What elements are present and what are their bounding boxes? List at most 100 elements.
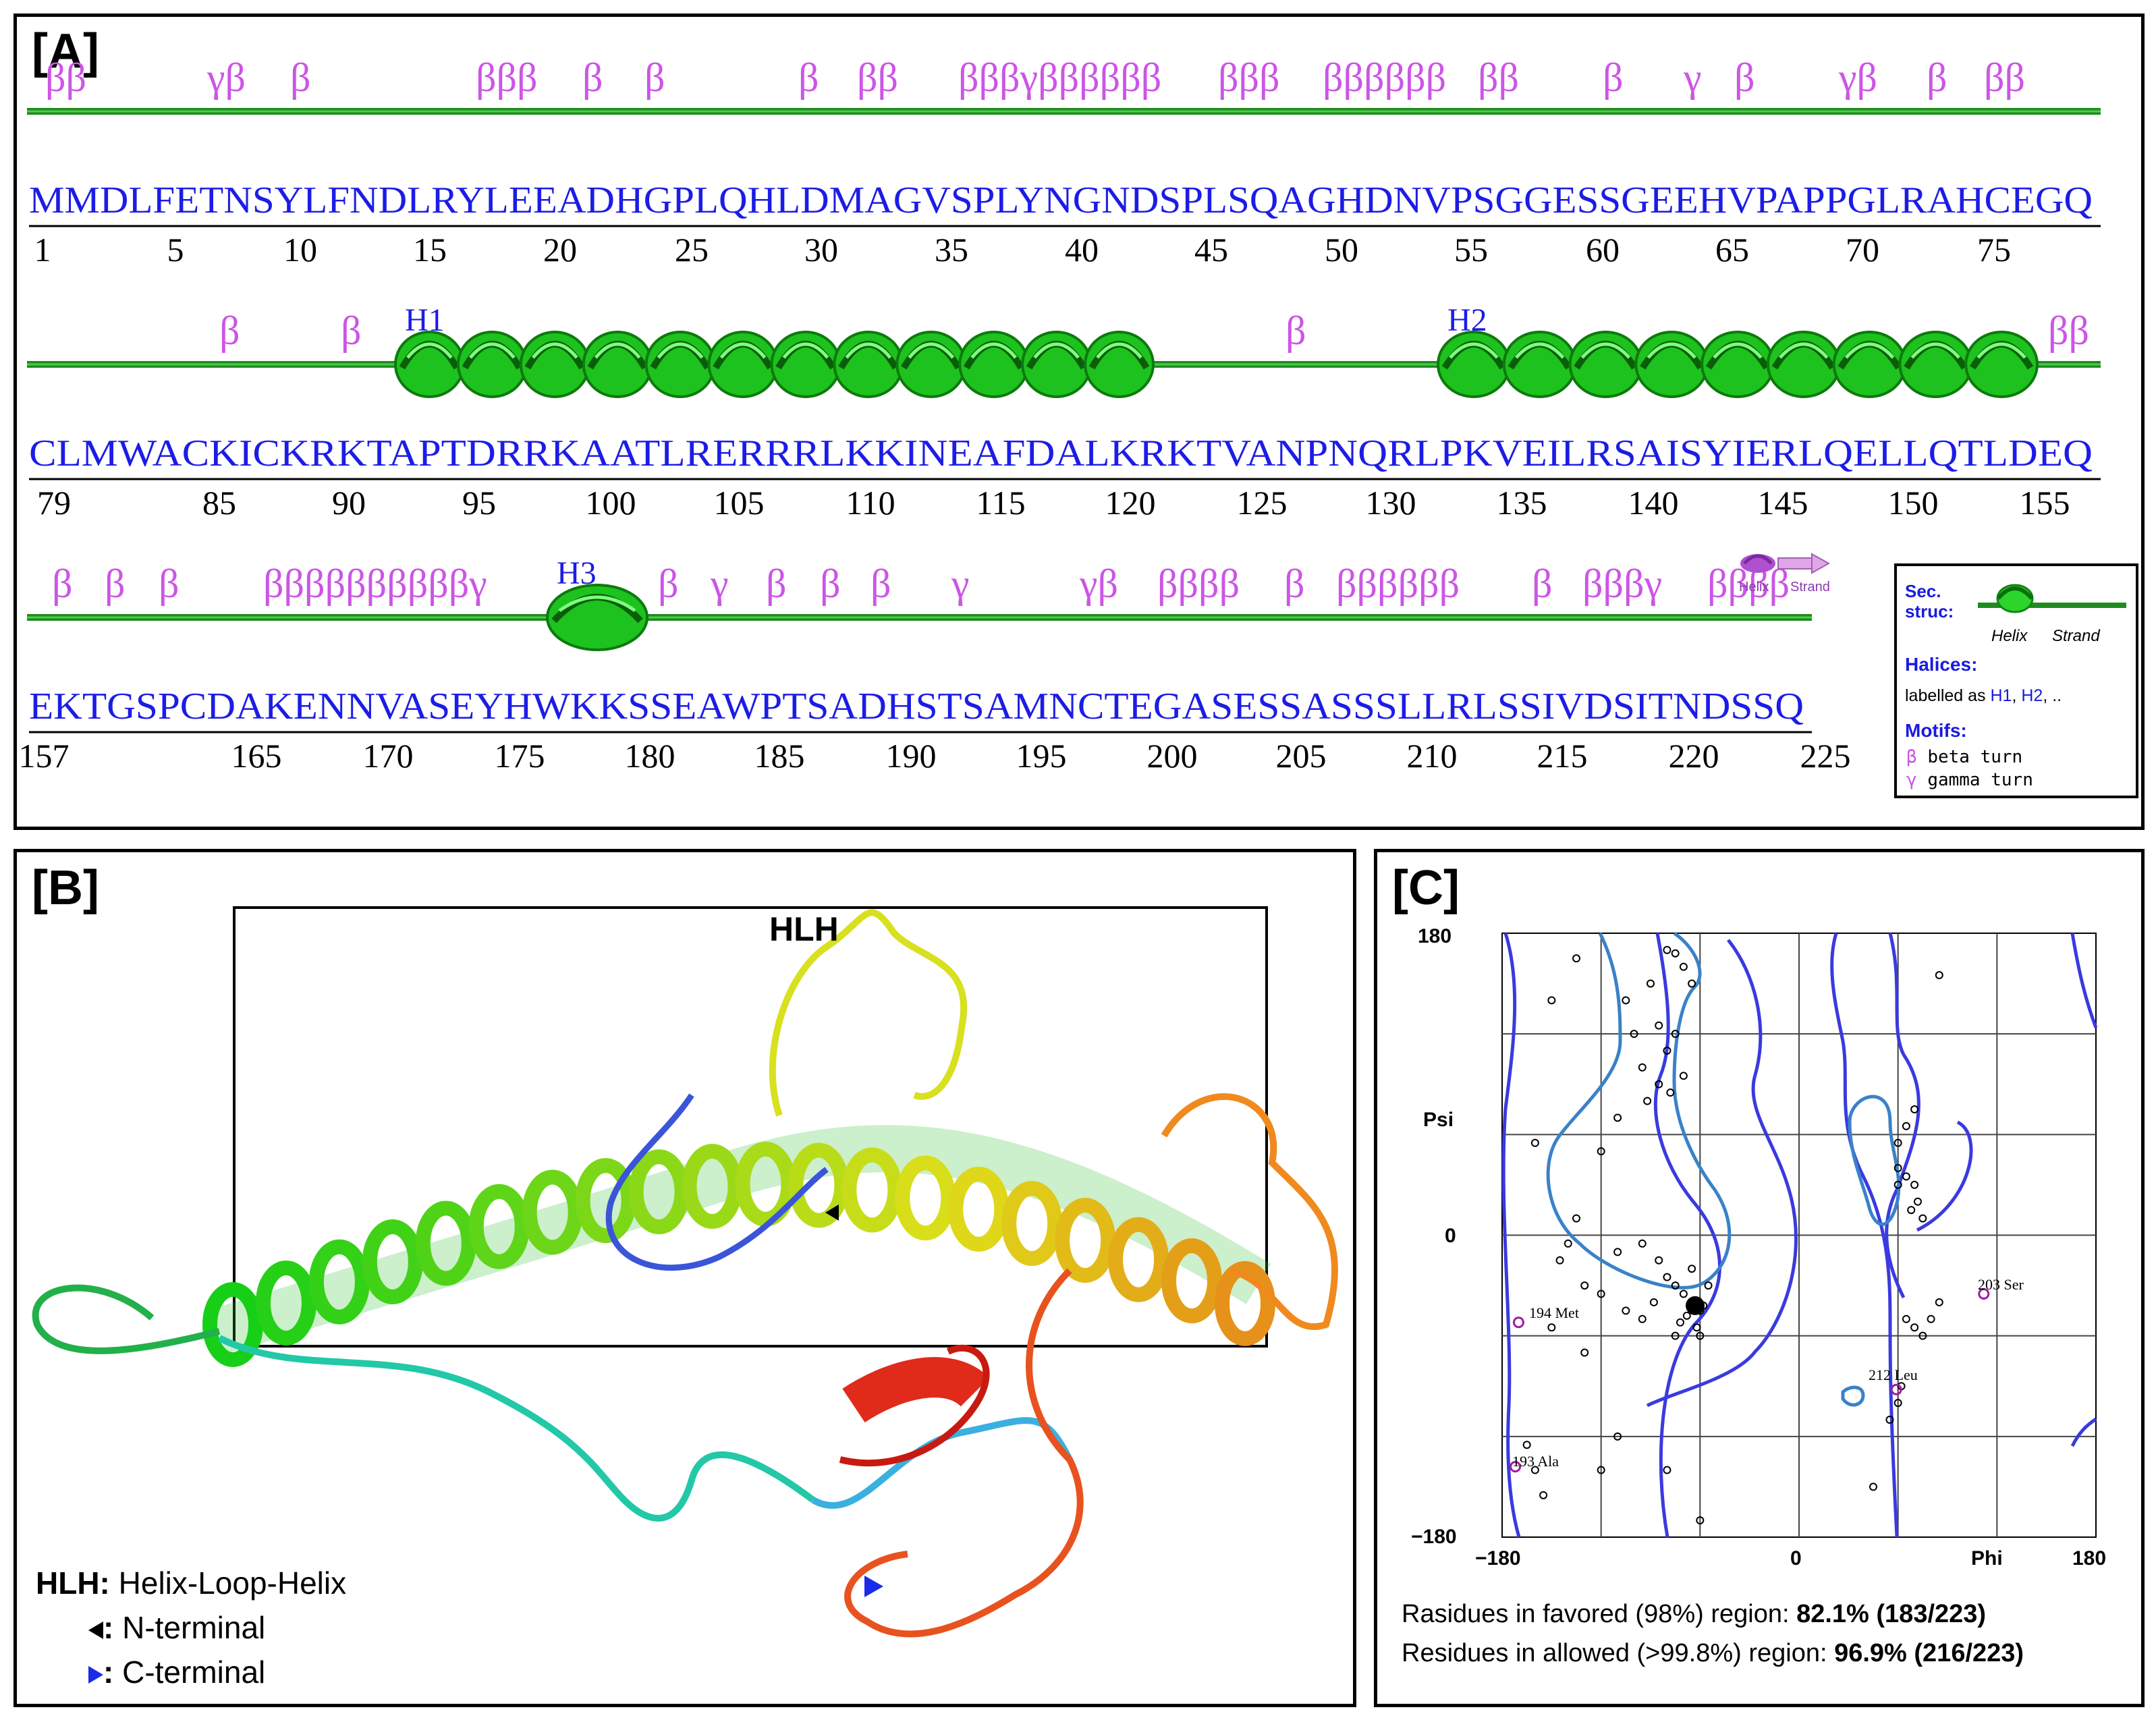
helix-turn — [895, 1155, 956, 1241]
position-tick: 185 — [754, 737, 805, 775]
residue-point — [1649, 1298, 1658, 1306]
motif-label: β — [52, 561, 73, 606]
motif-label: ββ — [1478, 55, 1519, 100]
residue-point — [1564, 1239, 1572, 1248]
position-tick: 20 — [543, 231, 577, 269]
motif-label: βββ — [476, 55, 538, 100]
position-tick: 40 — [1065, 231, 1099, 269]
residue-point — [1638, 1063, 1647, 1072]
residue-point — [1671, 949, 1680, 958]
legend-gamma-text: gamma turn — [1927, 770, 2033, 790]
panel-b-label: [B] — [32, 861, 99, 915]
position-tick: 100 — [586, 484, 636, 522]
motif-label: ββββββ — [1323, 55, 1446, 100]
x-tick-180: 180 — [2072, 1547, 2107, 1570]
residue-point — [1688, 979, 1696, 988]
legend-n-key: : — [103, 1610, 114, 1645]
residue-point — [1622, 996, 1630, 1005]
y-axis-title: Psi — [1423, 1109, 1454, 1131]
outlier-point — [1510, 1461, 1522, 1473]
helix-turn — [1161, 1238, 1223, 1324]
stat-allowed-value: 96.9% (216/223) — [1834, 1639, 2024, 1667]
residue-point — [1630, 1030, 1638, 1038]
motif-label: ββ — [857, 55, 898, 100]
residue-point — [1682, 1311, 1691, 1320]
residue-point — [1907, 1206, 1916, 1215]
stat-allowed-label: Residues in allowed (>99.8%) region: — [1402, 1639, 1835, 1667]
outlier-label-212: 212 Leu — [1869, 1366, 1918, 1383]
panel-c: [C] 180 0 −180 Psi −180 0 180 Phi 194 Me… — [1374, 849, 2145, 1707]
residue-point — [1696, 1516, 1705, 1525]
residue-point — [1580, 1348, 1589, 1357]
c-terminal-marker — [864, 1576, 883, 1597]
motif-label: β — [870, 561, 891, 606]
residue-point — [1622, 1306, 1630, 1315]
position-tick: 75 — [1977, 231, 2011, 269]
position-tick: 195 — [1016, 737, 1067, 775]
sequence-text: MMDLFETNSYLFNDLRYLEEADHGPLQHLDMAGVSPLYNG… — [29, 179, 2093, 221]
position-tick: 110 — [846, 484, 895, 522]
position-tick: 215 — [1537, 737, 1588, 775]
protein-structure-render — [32, 906, 1338, 1638]
residue-point — [1539, 1491, 1548, 1499]
c-terminal-icon — [88, 1665, 103, 1684]
legend-helix-label: Helix — [1991, 627, 2028, 645]
residue-point — [1597, 1466, 1605, 1474]
helix-turn — [202, 1282, 263, 1367]
motif-label: ββ — [2048, 308, 2089, 353]
outlier-label-193: 193 Ala — [1512, 1453, 1559, 1470]
loop-red — [839, 1344, 990, 1467]
residue-point — [1663, 945, 1671, 954]
helix-turn — [1108, 1217, 1169, 1302]
residue-point — [1597, 1289, 1605, 1298]
residue-point — [1613, 1113, 1622, 1122]
residue-point — [1679, 1072, 1688, 1080]
position-tick: 205 — [1276, 737, 1327, 775]
residue-point — [1910, 1180, 1919, 1189]
residue-point — [1918, 1214, 1927, 1223]
motif-label: β — [219, 308, 240, 353]
contour-inner — [1546, 931, 1901, 1407]
legend-halices-heading: Halices: — [1905, 654, 1978, 675]
outlier-point — [1978, 1288, 1990, 1300]
residue-point — [1902, 1172, 1910, 1181]
helix-turn — [255, 1260, 316, 1346]
y-tick-neg180: −180 — [1411, 1526, 1457, 1548]
motif-label: β — [820, 561, 841, 606]
motif-label: ββββ — [1157, 561, 1240, 606]
legend-h1: H1 — [1990, 686, 2012, 705]
legend-n-row: : N-terminal — [36, 1605, 346, 1650]
motif-label: γ — [1683, 55, 1702, 100]
outlier-point — [1890, 1383, 1902, 1395]
legend-helix-strand-icon — [1978, 584, 2126, 613]
position-tick: 79 — [37, 484, 71, 522]
position-tick: 125 — [1237, 484, 1288, 522]
motif-label: β — [1927, 55, 1947, 100]
position-tick: 200 — [1147, 737, 1198, 775]
position-tick: 105 — [714, 484, 765, 522]
helix-turn — [628, 1149, 690, 1235]
position-tick: 115 — [976, 484, 1025, 522]
motif-label: β — [644, 55, 665, 100]
outlier-label-194: 194 Met — [1529, 1304, 1579, 1321]
residue-point — [1894, 1138, 1902, 1147]
legend-box: Sec. struc: Helix Strand Halices: labell… — [1894, 563, 2138, 798]
position-tick: 70 — [1846, 231, 1879, 269]
motif-label: βββ — [1218, 55, 1280, 100]
helix-turn — [308, 1239, 370, 1325]
helix-turn — [362, 1219, 423, 1305]
helix-turn — [1215, 1260, 1275, 1346]
residue-point — [1902, 1314, 1910, 1323]
sequence-text: CLMWACKICKRKTAPTDRRKAATLRERRRLKKINEAFDAL… — [29, 433, 2093, 474]
motif-label: ββ — [1984, 55, 2025, 100]
helix-turn — [415, 1200, 476, 1286]
legend-labelled-as: labelled as — [1905, 686, 1991, 705]
stat-allowed: Residues in allowed (>99.8%) region: 96.… — [1402, 1634, 2024, 1673]
residue-point — [1894, 1399, 1902, 1408]
position-tick: 165 — [231, 737, 282, 775]
helix-label: H1 — [405, 302, 445, 338]
residue-point — [1572, 1214, 1580, 1223]
position-tick: 135 — [1497, 484, 1547, 522]
stat-favored-label: Rasidues in favored (98%) region: — [1402, 1600, 1797, 1628]
position-tick: 130 — [1366, 484, 1416, 522]
